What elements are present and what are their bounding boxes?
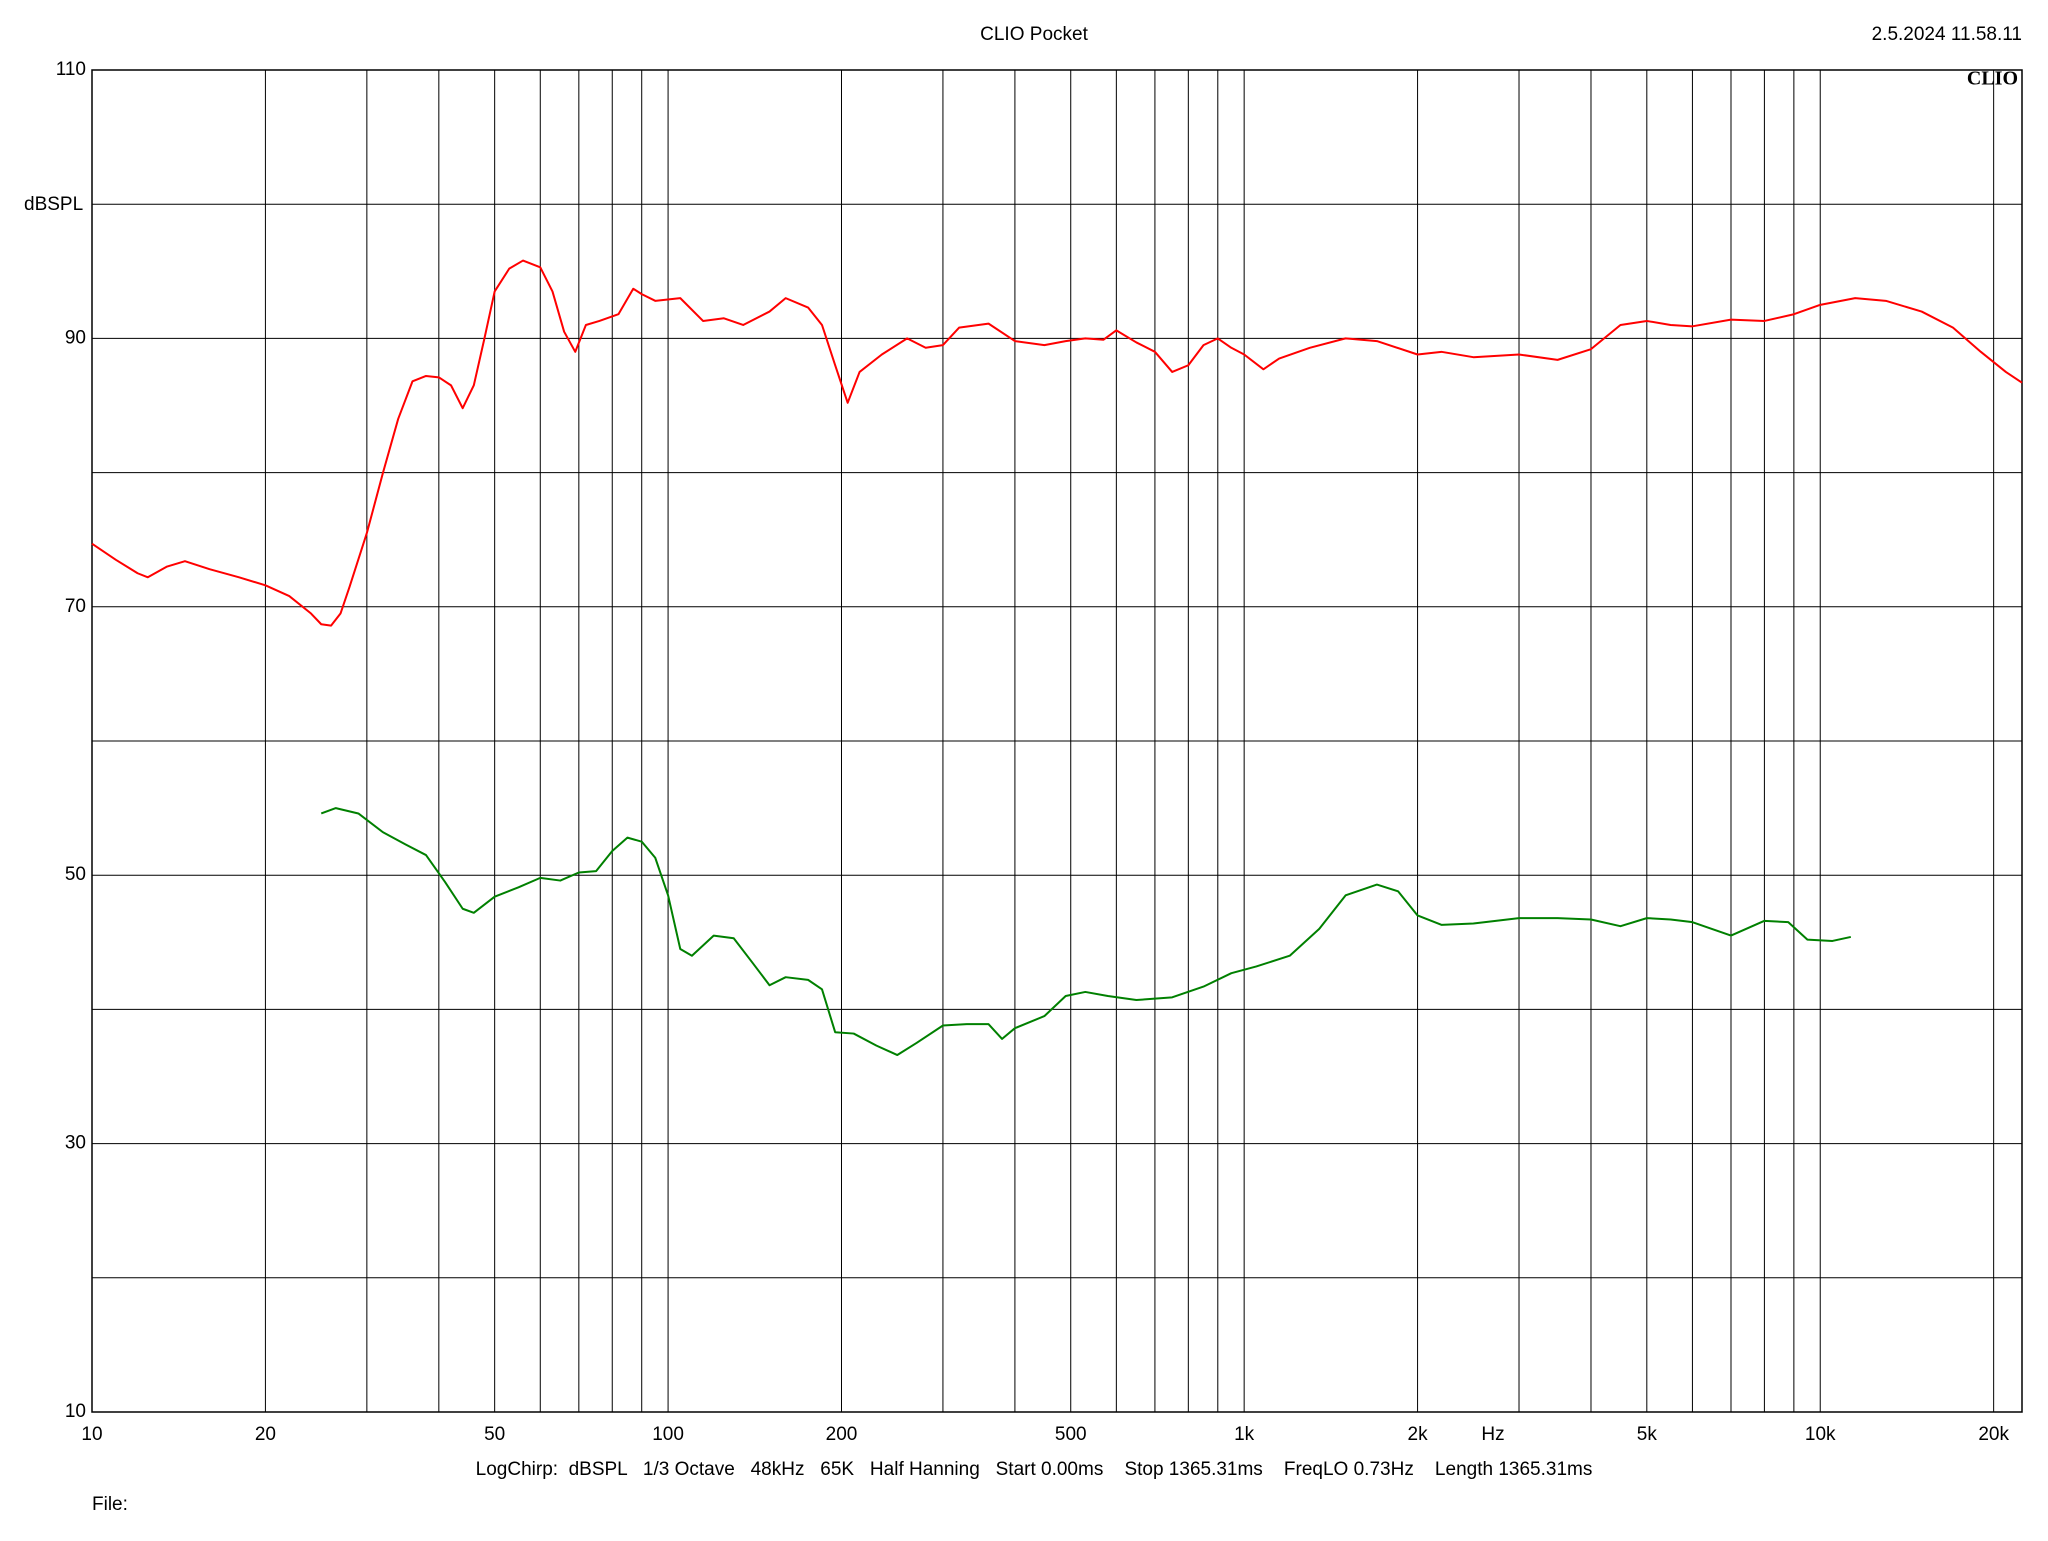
series-line: [91, 259, 2023, 627]
logo: CLIO: [1967, 68, 2018, 90]
x-tick-label: 2k: [1408, 1424, 1429, 1445]
x-tick-label: 10k: [1805, 1424, 1836, 1445]
y-tick-label: 10: [65, 1401, 86, 1422]
file-label: File:: [92, 1494, 128, 1515]
y-tick-label: 110: [56, 59, 86, 80]
x-tick-label: 1k: [1234, 1424, 1255, 1445]
x-tick-label: 10: [81, 1424, 102, 1445]
y-tick-label: 30: [65, 1133, 86, 1154]
x-tick-label: 500: [1055, 1424, 1087, 1445]
chart-title: CLIO Pocket: [980, 24, 1088, 45]
x-tick-label: 100: [652, 1424, 684, 1445]
footer-info: LogChirp: dBSPL 1/3 Octave 48kHz 65K Hal…: [476, 1459, 1593, 1480]
x-tick-label: 200: [826, 1424, 858, 1445]
x-axis-label: Hz: [1481, 1424, 1504, 1445]
x-tick-label: 50: [484, 1424, 505, 1445]
y-axis-label: dBSPL: [24, 194, 83, 215]
timestamp: 2.5.2024 11.58.11: [1872, 24, 2022, 45]
y-tick-label: 90: [65, 327, 86, 348]
series-line: [320, 807, 1852, 1057]
plot-frame: [91, 69, 2023, 1413]
x-tick-label: 20k: [1978, 1424, 2009, 1445]
x-tick-label: 20: [255, 1424, 276, 1445]
y-tick-label: 50: [65, 864, 86, 885]
x-tick-label: 5k: [1637, 1424, 1658, 1445]
y-tick-label: 70: [65, 596, 86, 617]
